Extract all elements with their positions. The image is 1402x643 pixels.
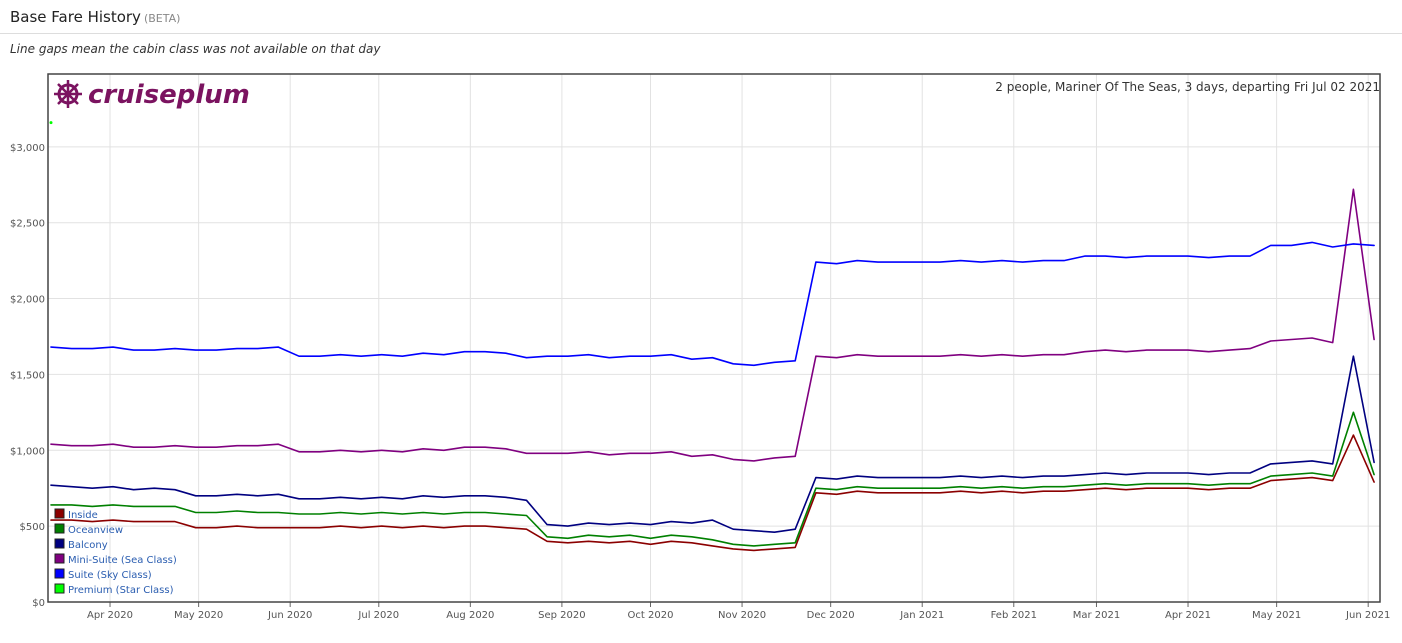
x-tick-label: Jul 2020 <box>357 610 399 621</box>
legend-label: Balcony <box>68 540 108 551</box>
lines <box>49 121 1375 552</box>
logo <box>54 80 82 108</box>
series-line <box>50 241 1375 367</box>
series-line <box>50 411 1375 547</box>
x-tick-label: May 2021 <box>1252 610 1301 621</box>
x-tick-label: Feb 2021 <box>991 610 1037 621</box>
legend-swatch <box>54 568 65 579</box>
legend-swatch <box>54 523 65 534</box>
legend-label: Inside <box>68 510 98 521</box>
page-title: Base Fare History <box>10 8 141 26</box>
divider <box>0 33 1402 34</box>
legend-swatch <box>54 508 65 519</box>
legend-label: Oceanview <box>68 525 123 536</box>
y-tick-label: $1,500 <box>10 370 45 381</box>
grid: $0 $500 $1,000 $1,500 $2,000 $2,500 $3,000 Apr … <box>10 74 1390 621</box>
x-tick-label: Dec 2020 <box>807 610 855 621</box>
x-tick-label: May 2020 <box>174 610 223 621</box>
x-tick-label: Mar 2021 <box>1073 610 1121 621</box>
legend-label: Mini-Suite (Sea Class) <box>68 555 177 566</box>
y-tick-label: $3,000 <box>10 143 45 154</box>
y-tick-label: $2,500 <box>10 219 45 230</box>
x-tick-label: Jan 2021 <box>899 610 944 621</box>
series-line <box>50 355 1375 533</box>
logo-hub <box>65 91 71 97</box>
x-tick-label: Aug 2020 <box>446 610 494 621</box>
x-tick-label: Sep 2020 <box>538 610 585 621</box>
legend: Inside Oceanview Balcony Mini-Suite (Sea Cl… <box>54 508 177 596</box>
x-tick-label: Oct 2020 <box>628 610 674 621</box>
series-line <box>50 188 1375 462</box>
note: Line gaps mean the cabin class was not a… <box>10 42 381 56</box>
legend-swatch <box>54 553 65 564</box>
legend-swatch <box>54 538 65 549</box>
legend-label: Premium (Star Class) <box>68 585 174 596</box>
x-tick-label: Apr 2021 <box>1165 610 1211 621</box>
y-tick-label: $0 <box>32 598 45 609</box>
legend-swatch <box>54 583 65 594</box>
x-tick-label: Apr 2020 <box>87 610 133 621</box>
x-tick-label: Jun 2020 <box>267 610 312 621</box>
legend-label: Suite (Sky Class) <box>68 570 152 581</box>
x-tick-label: Jun 2021 <box>1345 610 1390 621</box>
y-tick-label: $2,000 <box>10 295 45 306</box>
series-line <box>50 434 1375 552</box>
y-tick-label: $500 <box>20 522 45 533</box>
plot-frame <box>47 73 1381 603</box>
chart-subtitle: 2 people, Mariner Of The Seas, 3 days, d… <box>995 80 1380 94</box>
x-tick-label: Nov 2020 <box>718 610 766 621</box>
logo-text: cruiseplum <box>88 80 250 110</box>
y-tick-label: $1,000 <box>10 446 45 457</box>
beta-badge: (BETA) <box>143 12 181 25</box>
header-title-row: Base Fare History (BETA) <box>10 8 180 26</box>
